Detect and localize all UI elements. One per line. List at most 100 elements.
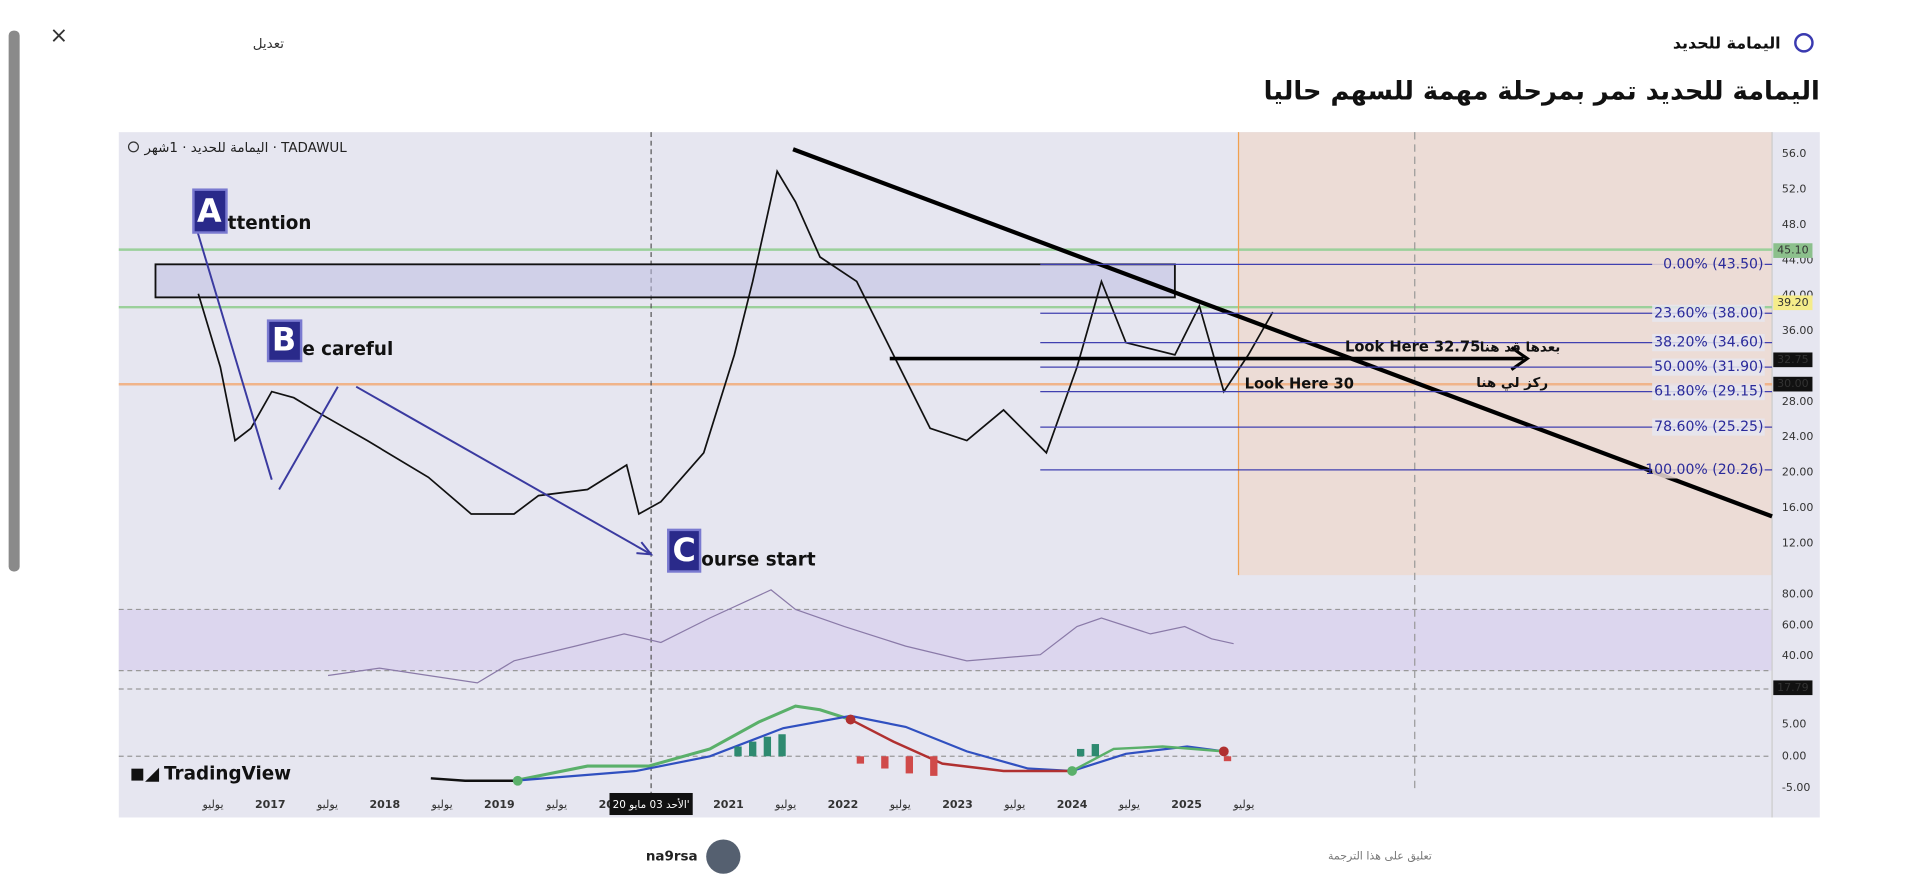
fib-label: 23.60% (38.00): [1654, 305, 1763, 321]
price-tick-label: 52.0: [1782, 183, 1807, 196]
brand-name: TradingView: [164, 764, 291, 785]
time-tick-label: يوليو: [1118, 798, 1140, 811]
rsi-badge-label: 17.79: [1777, 681, 1808, 694]
price-tick-label: 36.00: [1782, 324, 1814, 337]
fib-label: 38.20% (34.60): [1654, 335, 1763, 351]
signal-line: [513, 714, 1224, 782]
edit-button[interactable]: تعديل: [253, 37, 284, 52]
fib-lines: [1040, 263, 1773, 471]
rsi-tick-label: 60.00: [1782, 618, 1814, 631]
rsi-tick-label: 80.00: [1782, 588, 1814, 601]
letter-box: [266, 319, 303, 363]
comment-link[interactable]: تعليق على هذا الترجمة: [1328, 850, 1432, 864]
annotation-text: ttention: [228, 213, 312, 234]
close-button[interactable]: ×: [50, 24, 68, 49]
histogram: [856, 756, 1232, 776]
histogram: [734, 734, 1100, 757]
arrows: [194, 226, 654, 556]
fib-label-bg: [1652, 383, 1765, 401]
symbol-info: اليمامة للحديد · 1شهر · TADAWUL: [143, 141, 347, 156]
price-badge-label: 45.10: [1777, 244, 1808, 257]
rsi-tick-label: 40.00: [1782, 649, 1814, 662]
projection-area: [1238, 132, 1773, 576]
channel-name[interactable]: اليمامة للحديد: [1673, 34, 1781, 53]
price-tick-label: 48.0: [1782, 218, 1807, 231]
fib-label: 100.00% (20.26): [1645, 462, 1763, 478]
time-tick-label: يوليو: [201, 798, 223, 811]
price-badge: [1773, 376, 1813, 392]
time-tick-label: 2023: [942, 798, 973, 811]
avatar[interactable]: [706, 839, 741, 874]
annotation-text: Look Here 32.75: [1345, 339, 1480, 356]
rsi-band: [118, 609, 1773, 671]
time-tick-label: يوليو: [316, 798, 338, 811]
fib-label-bg: [1652, 304, 1765, 322]
price-badge: [1773, 243, 1813, 258]
time-tick-label: 2025: [1171, 798, 1202, 811]
cross-dot: [1218, 746, 1229, 757]
macd-tick-label: 0.00: [1782, 749, 1807, 762]
time-tick-label: 2022: [828, 798, 859, 811]
macd-line: [1071, 745, 1224, 773]
price-badge: [1773, 352, 1813, 368]
price-path: [197, 169, 1274, 516]
annotation-text: e careful: [302, 339, 393, 360]
fib-label-bg: [1652, 334, 1765, 352]
cross-dot: [512, 775, 523, 786]
time-tick-label: 2021: [713, 798, 744, 811]
macd-line: [513, 704, 852, 783]
price-badge-label: 39.20: [1777, 296, 1808, 309]
price-tick-label: 56.0: [1782, 147, 1807, 160]
rsi-badge: [1773, 680, 1813, 696]
cross-dot: [1067, 766, 1077, 776]
channel-icon: [1794, 33, 1814, 53]
fib-label-bg: [1652, 255, 1765, 273]
time-tick-label: يوليو: [431, 798, 453, 811]
price-tick-label: 12.00: [1782, 536, 1814, 549]
rsi-line: [327, 589, 1234, 684]
time-tick-label: يوليو: [1003, 798, 1025, 811]
time-tick-label: 2024: [1057, 798, 1088, 811]
annotation-text: Look Here 30: [1245, 375, 1354, 392]
price-badge-label: 30.00: [1777, 377, 1808, 390]
chart: A ttention B e careful C ourse start Loo…: [118, 132, 1820, 818]
price-badge-label: 32.75: [1777, 353, 1808, 366]
arrow-head: [1510, 346, 1531, 371]
scrollbar[interactable]: [8, 30, 20, 572]
price-tick-label: 24.00: [1782, 430, 1814, 443]
time-tick-label: 2019: [484, 798, 515, 811]
annotation-letter: C: [672, 531, 695, 569]
fib-label: 61.80% (29.15): [1654, 384, 1763, 400]
annotation-letter: B: [272, 320, 296, 358]
symbol-icon: [127, 141, 139, 153]
letter-box: [192, 188, 228, 234]
fib-label: 78.60% (25.25): [1654, 419, 1763, 435]
price-badge: [1773, 295, 1813, 311]
annotation-text: ourse start: [701, 549, 816, 570]
idea-title: اليمامة للحديد تمر بمرحلة مهمة للسهم حال…: [1264, 76, 1820, 106]
zone-box: [154, 263, 1176, 299]
price-tick-label: 28.00: [1782, 395, 1814, 408]
fib-label-bg: [1652, 358, 1765, 376]
annotation-text: بعدها قد هنا: [1480, 341, 1561, 356]
annotation-text: ركز لي هنا: [1476, 376, 1548, 391]
fib-label-bg: [1652, 418, 1765, 436]
time-tick-label: يوليو: [889, 798, 911, 811]
letter-box: [667, 528, 702, 573]
cross-dot: [845, 714, 856, 725]
username[interactable]: na9rsa: [646, 850, 698, 865]
time-tick-label: يوليو: [545, 798, 567, 811]
macd-line: [850, 718, 1073, 773]
fib-label: 0.00% (43.50): [1663, 256, 1763, 272]
time-tick-label: يوليو: [1232, 798, 1254, 811]
cursor-date: الأحد 03 مايو 20': [613, 798, 690, 811]
fib-label-bg: [1652, 461, 1765, 479]
annotation-letter: A: [197, 192, 222, 230]
time-tick-label: يوليو: [774, 798, 796, 811]
time-tick-label: 2018: [370, 798, 401, 811]
price-tick-label: 20.00: [1782, 466, 1814, 479]
price-tick-label: 16.00: [1782, 501, 1814, 514]
